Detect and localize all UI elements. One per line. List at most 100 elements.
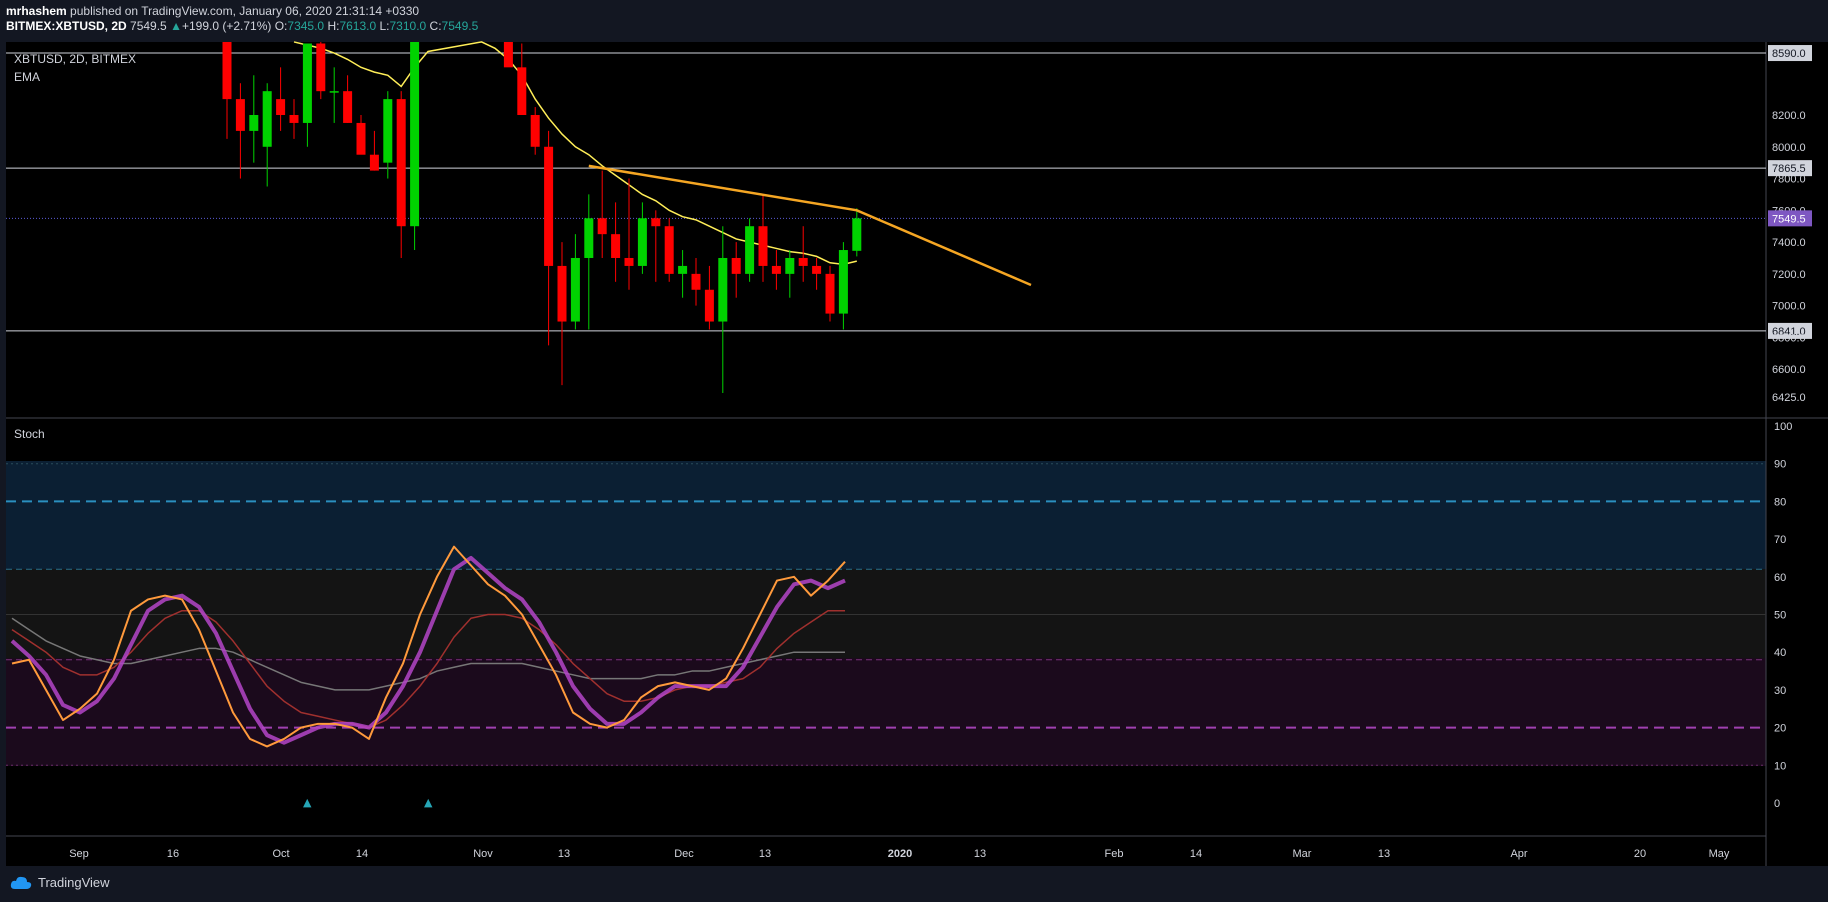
stoch-axis-tick: 20	[1774, 723, 1786, 735]
time-axis-tick: 2020	[888, 848, 912, 860]
stoch-axis-tick: 80	[1774, 496, 1786, 508]
price-pane-legend-symbol[interactable]: XBTUSD, 2D, BITMEX	[14, 52, 137, 66]
ohlc-line: BITMEX:XBTUSD, 2D 7549.5 ▲+199.0 (+2.71%…	[6, 19, 478, 34]
time-axis-tick: Sep	[69, 848, 89, 860]
candle-body	[745, 226, 755, 274]
time-axis-tick: 13	[974, 848, 986, 860]
time-axis-tick: 14	[1190, 848, 1202, 860]
candle-body	[852, 218, 862, 251]
candle-body	[235, 99, 245, 131]
change-up-icon: ▲	[170, 19, 182, 33]
candle-body	[396, 99, 406, 227]
author-name[interactable]: mrhashem	[6, 4, 67, 18]
stoch-signal-arrow-icon: ▲	[303, 796, 312, 809]
candle-body	[289, 115, 299, 123]
time-axis-tick: Feb	[1105, 848, 1124, 860]
candle-body	[704, 289, 714, 322]
candle-body	[262, 91, 272, 147]
candle-body	[678, 265, 688, 274]
high-label: H:	[327, 19, 340, 33]
candle-body	[570, 257, 580, 322]
stoch-axis-tick: 30	[1774, 685, 1786, 697]
symbol-label[interactable]: BITMEX:XBTUSD, 2D	[6, 19, 127, 33]
stoch-signal-arrow-icon: ▲	[424, 796, 433, 809]
price-axis-tick: 6600.0	[1772, 364, 1806, 376]
stoch-axis-tick: 40	[1774, 647, 1786, 659]
candle-body	[838, 250, 848, 314]
time-axis-tick: 13	[1378, 848, 1390, 860]
close-value: 7549.5	[441, 19, 479, 33]
brand-label: TradingView	[38, 875, 110, 890]
chart-header: mrhashem published on TradingView.com, J…	[6, 4, 478, 40]
time-axis-tick: 13	[558, 848, 570, 860]
ema-line	[293, 41, 857, 266]
stoch-oversold-zone	[6, 658, 1766, 766]
candle-body	[302, 43, 312, 123]
stoch-line-d	[10, 555, 846, 745]
candle-body	[329, 91, 339, 93]
candle-body	[249, 115, 259, 131]
time-axis-tick: Apr	[1510, 848, 1527, 860]
tradingview-cloud-icon	[10, 876, 32, 889]
time-axis-tick: Mar	[1293, 848, 1312, 860]
candle-body	[718, 257, 728, 322]
time-axis-bg[interactable]	[6, 836, 1828, 866]
open-label: O:	[274, 19, 288, 33]
level-price-tag-label: 7865.5	[1772, 163, 1806, 175]
candle-body	[316, 43, 326, 92]
price-axis-tick: 7200.0	[1772, 269, 1806, 281]
price-axis-tick: 6425.0	[1772, 392, 1806, 404]
low-value: 7310.0	[389, 19, 427, 33]
price-axis-tick: 7800.0	[1772, 174, 1806, 186]
candle-body	[544, 146, 554, 266]
last-price-tag-label: 7549.5	[1772, 213, 1806, 225]
stoch-axis-tick: 50	[1774, 610, 1786, 622]
candle-body	[276, 99, 286, 115]
candle-body	[503, 42, 513, 68]
candle-body	[530, 115, 540, 147]
price-axis-tick: 8000.0	[1772, 142, 1806, 154]
price-pane-legend-ema[interactable]: EMA	[14, 70, 41, 84]
time-axis-tick: 13	[759, 848, 771, 860]
open-value: 7345.0	[287, 19, 325, 33]
stoch-axis-tick: 70	[1774, 534, 1786, 546]
candle-body	[637, 218, 647, 266]
time-axis-tick: May	[1709, 848, 1730, 860]
candle-body	[664, 226, 674, 274]
level-price-tag	[1768, 160, 1812, 177]
candle-body	[383, 99, 393, 163]
stoch-axis-tick: 90	[1774, 459, 1786, 471]
stoch-pane-legend[interactable]: Stoch	[14, 427, 45, 441]
candle-body	[731, 257, 741, 274]
close-label: C:	[429, 19, 442, 33]
candle-body	[771, 265, 781, 274]
candle-body	[343, 91, 353, 123]
candle-body	[785, 257, 795, 274]
candle-body	[410, 42, 420, 227]
price-axis-tick: 6800.0	[1772, 332, 1806, 344]
tradingview-brand[interactable]: TradingView	[10, 875, 110, 890]
stoch-line-k	[11, 545, 846, 748]
candle-body	[758, 226, 768, 266]
price-axis-tick: 8200.0	[1772, 110, 1806, 122]
level-price-tag	[1768, 45, 1812, 62]
price-axis-tick: 7000.0	[1772, 301, 1806, 313]
candle-body	[557, 265, 567, 322]
candle-body	[624, 257, 634, 266]
level-price-tag-label: 6841.0	[1772, 326, 1806, 338]
candle-body	[651, 218, 661, 227]
candle-body	[356, 122, 366, 155]
low-label: L:	[379, 19, 390, 33]
time-axis-tick: 16	[167, 848, 179, 860]
publish-info: published on TradingView.com, January 06…	[70, 4, 420, 18]
stoch-axis-tick: 100	[1774, 421, 1792, 433]
candle-body	[584, 218, 594, 258]
price-axis-tick: 7400.0	[1772, 237, 1806, 249]
last-price-tag	[1768, 210, 1812, 227]
candle-body	[517, 67, 527, 115]
publish-line: mrhashem published on TradingView.com, J…	[6, 4, 478, 19]
last-price: 7549.5	[130, 19, 167, 33]
stoch-axis-tick: 10	[1774, 760, 1786, 772]
price-pane-bg[interactable]	[6, 42, 1766, 418]
